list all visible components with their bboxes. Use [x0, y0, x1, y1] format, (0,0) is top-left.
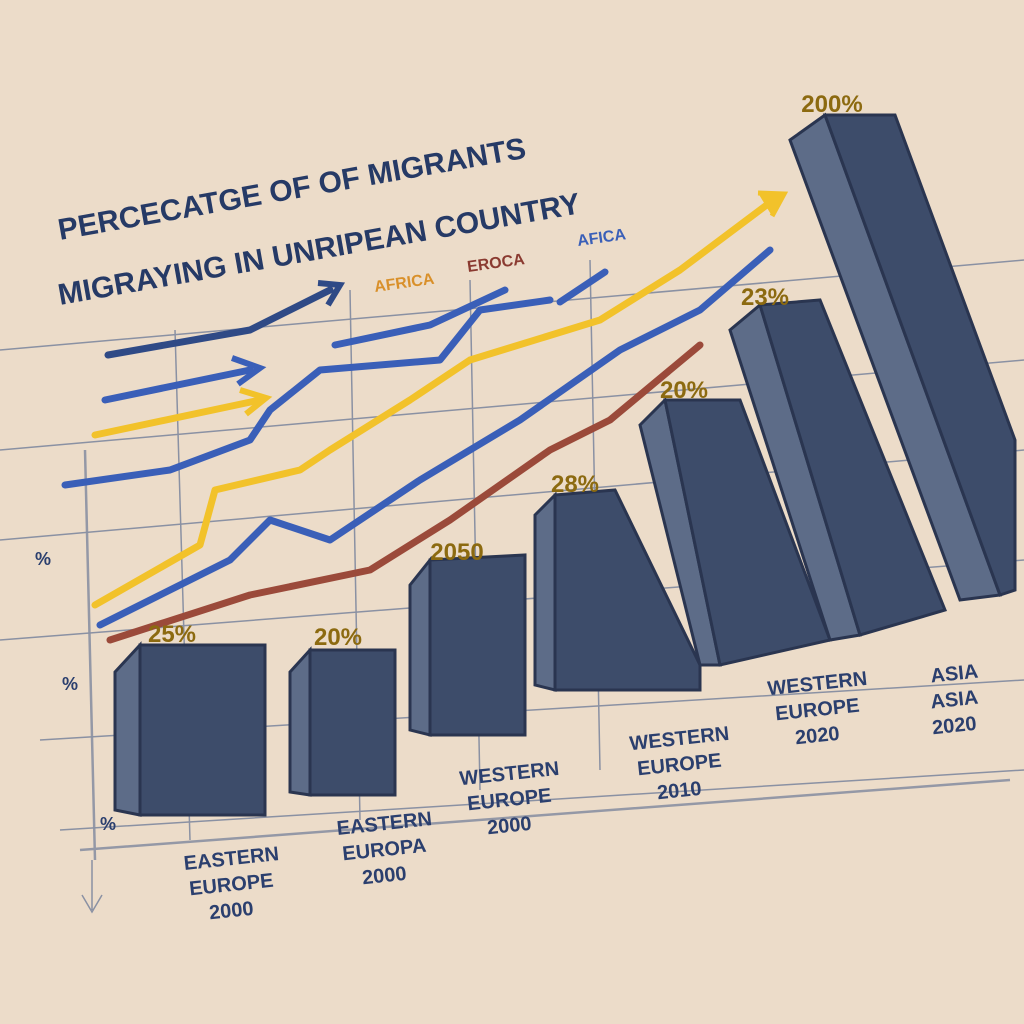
axis-mark: %: [100, 814, 116, 834]
bar-label: 20%: [314, 624, 362, 651]
axis-mark: %: [62, 674, 78, 694]
bar-label: 200%: [801, 91, 862, 118]
bar-label: 25%: [148, 621, 196, 648]
bar-label: 23%: [741, 284, 789, 311]
bar-label: 20%: [660, 377, 708, 404]
category-label: 2010: [656, 778, 703, 805]
bar-label: 2050: [430, 539, 483, 566]
category-label: ASIA: [929, 687, 979, 714]
category-label: 2020: [931, 713, 978, 740]
category-label: ASIA: [929, 661, 979, 688]
category-label: 2000: [208, 898, 255, 925]
axis-mark: %: [35, 549, 51, 569]
line-label: AFICA: [576, 226, 627, 250]
category-label: 2000: [361, 863, 408, 890]
bars: [113, 112, 1017, 817]
category-label: 2020: [794, 723, 841, 750]
bar-label: 28%: [551, 471, 599, 498]
lines: [61, 190, 789, 644]
category-label: 2000: [486, 813, 533, 840]
